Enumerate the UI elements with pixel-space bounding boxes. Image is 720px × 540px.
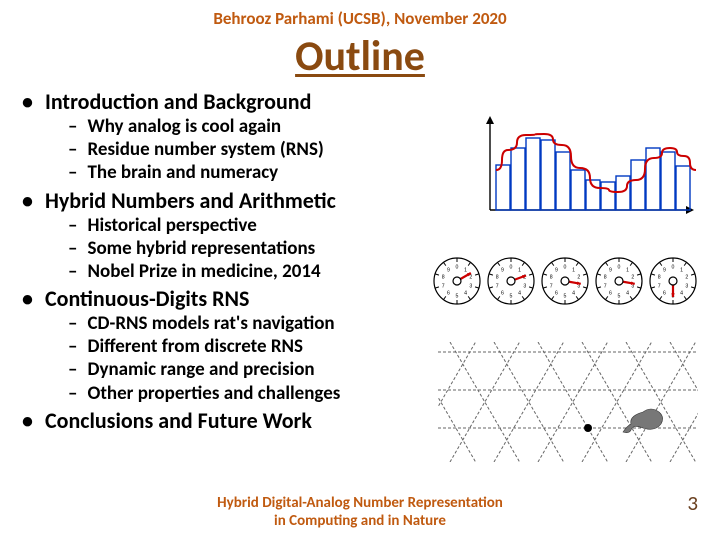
section-label: Continuous-Digits RNS [45, 285, 249, 312]
svg-text:8: 8 [604, 275, 607, 281]
svg-text:9: 9 [555, 267, 558, 273]
svg-text:4: 4 [464, 291, 467, 297]
svg-text:4: 4 [626, 291, 629, 297]
page-title: Outline [0, 31, 720, 82]
svg-text:1: 1 [464, 267, 467, 273]
svg-text:3: 3 [469, 283, 472, 289]
dial: 0123456789 [486, 256, 536, 306]
svg-text:6: 6 [663, 291, 666, 297]
dial: 0123456789 [594, 256, 644, 306]
svg-text:8: 8 [550, 275, 553, 281]
odometer-dials: 0123456789012345678901234567890123456789… [418, 256, 698, 320]
svg-text:2: 2 [469, 275, 472, 281]
svg-text:2: 2 [631, 275, 634, 281]
svg-text:0: 0 [456, 265, 459, 271]
svg-text:9: 9 [447, 267, 450, 273]
svg-text:9: 9 [609, 267, 612, 273]
svg-text:9: 9 [663, 267, 666, 273]
section-label: Hybrid Numbers and Arithmetic [45, 187, 336, 214]
svg-text:7: 7 [550, 283, 553, 289]
svg-text:3: 3 [523, 283, 526, 289]
svg-text:1: 1 [626, 267, 629, 273]
section-label: Conclusions and Future Work [45, 407, 312, 434]
svg-text:7: 7 [496, 283, 499, 289]
svg-text:0: 0 [672, 265, 675, 271]
header-author-date: Behrooz Parhami (UCSB), November 2020 [0, 0, 720, 29]
svg-text:0: 0 [510, 265, 513, 271]
svg-text:7: 7 [604, 283, 607, 289]
svg-text:8: 8 [658, 275, 661, 281]
svg-text:3: 3 [685, 283, 688, 289]
svg-text:2: 2 [577, 275, 580, 281]
svg-text:1: 1 [680, 267, 683, 273]
svg-text:1: 1 [518, 267, 521, 273]
svg-text:0: 0 [618, 265, 621, 271]
svg-text:9: 9 [501, 267, 504, 273]
svg-text:5: 5 [618, 294, 621, 300]
svg-text:6: 6 [555, 291, 558, 297]
svg-text:6: 6 [447, 291, 450, 297]
svg-text:2: 2 [685, 275, 688, 281]
svg-text:1: 1 [572, 267, 575, 273]
footer-line-1: Hybrid Digital-Analog Number Representat… [217, 494, 503, 512]
svg-text:7: 7 [658, 283, 661, 289]
dial: 0123456789 [540, 256, 590, 306]
svg-text:4: 4 [572, 291, 575, 297]
footer: Hybrid Digital-Analog Number Representat… [0, 494, 720, 530]
svg-text:5: 5 [456, 294, 459, 300]
svg-text:6: 6 [609, 291, 612, 297]
footer-line-2: in Computing and in Nature [274, 512, 446, 530]
svg-text:7: 7 [442, 283, 445, 289]
svg-text:4: 4 [680, 291, 683, 297]
triangular-grid-diagram [438, 342, 698, 462]
svg-text:5: 5 [510, 294, 513, 300]
svg-text:6: 6 [501, 291, 504, 297]
svg-text:8: 8 [496, 275, 499, 281]
page-number: 3 [687, 490, 698, 516]
analog-digital-chart [478, 110, 698, 230]
svg-text:5: 5 [564, 294, 567, 300]
svg-text:4: 4 [518, 291, 521, 297]
svg-text:8: 8 [442, 275, 445, 281]
dial: 012 34567 89 [432, 256, 482, 306]
section-label: Introduction and Background [45, 88, 311, 115]
dial: 0123456789 [648, 256, 698, 306]
svg-text:0: 0 [564, 265, 567, 271]
